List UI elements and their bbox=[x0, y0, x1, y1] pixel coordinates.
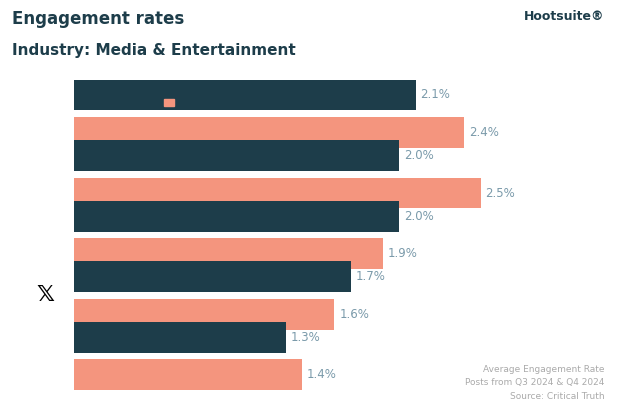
Text: Q3 2024: Q3 2024 bbox=[180, 96, 230, 109]
Text: 2.0%: 2.0% bbox=[404, 210, 434, 223]
Text: Average Engagement Rate
Posts from Q3 2024 & Q4 2024
Source: Critical Truth: Average Engagement Rate Posts from Q3 20… bbox=[465, 365, 604, 401]
Bar bbox=[74, 80, 415, 110]
FancyBboxPatch shape bbox=[46, 108, 50, 115]
FancyBboxPatch shape bbox=[35, 169, 55, 180]
Bar bbox=[74, 299, 334, 330]
Polygon shape bbox=[42, 171, 50, 177]
Text: Q4 2024: Q4 2024 bbox=[180, 82, 231, 95]
Bar bbox=[74, 238, 383, 269]
Text: Engagement rates: Engagement rates bbox=[12, 10, 185, 28]
Text: 2.1%: 2.1% bbox=[420, 88, 450, 102]
Bar bbox=[74, 359, 302, 390]
Circle shape bbox=[30, 225, 60, 245]
Text: 1.6%: 1.6% bbox=[339, 308, 369, 320]
Circle shape bbox=[30, 346, 60, 366]
Circle shape bbox=[50, 229, 53, 232]
Circle shape bbox=[36, 110, 50, 119]
Circle shape bbox=[34, 104, 59, 121]
Text: Hootsuite®: Hootsuite® bbox=[524, 10, 604, 23]
Circle shape bbox=[32, 166, 58, 183]
Text: Industry: Media & Entertainment: Industry: Media & Entertainment bbox=[12, 43, 296, 58]
Text: 1.3%: 1.3% bbox=[291, 331, 321, 344]
Bar bbox=[74, 178, 480, 209]
Text: 1.9%: 1.9% bbox=[388, 247, 418, 260]
Bar bbox=[164, 100, 174, 106]
Text: 𝕏: 𝕏 bbox=[36, 285, 54, 306]
Circle shape bbox=[33, 105, 58, 122]
Bar bbox=[74, 201, 399, 232]
Text: 2.0%: 2.0% bbox=[404, 149, 434, 162]
Circle shape bbox=[30, 164, 60, 184]
Bar bbox=[74, 117, 464, 148]
Text: f: f bbox=[42, 347, 50, 365]
Text: 1.7%: 1.7% bbox=[355, 270, 386, 283]
Circle shape bbox=[35, 167, 55, 181]
Text: 2.4%: 2.4% bbox=[469, 126, 499, 139]
Bar bbox=[164, 85, 174, 92]
Text: 2.5%: 2.5% bbox=[485, 187, 515, 199]
FancyBboxPatch shape bbox=[29, 223, 62, 246]
Bar bbox=[74, 322, 286, 353]
Bar bbox=[74, 140, 399, 171]
Bar bbox=[74, 261, 351, 292]
Circle shape bbox=[45, 105, 54, 110]
Text: 1.4%: 1.4% bbox=[307, 368, 337, 381]
